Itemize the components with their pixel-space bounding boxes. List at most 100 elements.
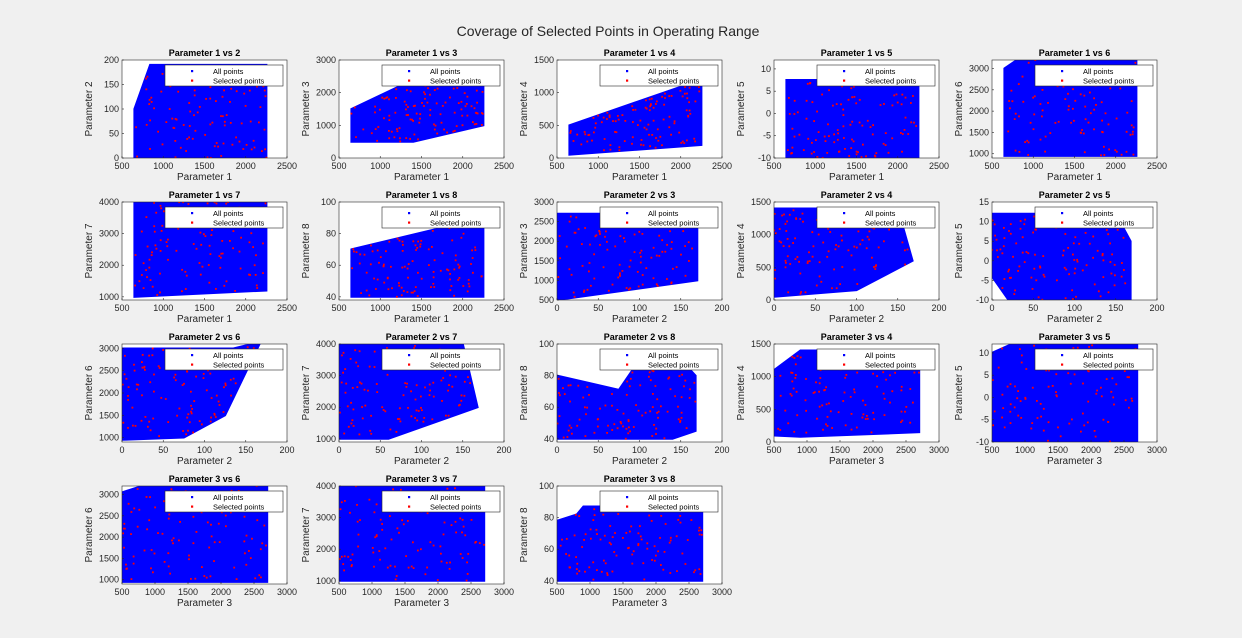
- selected-point: [443, 521, 446, 524]
- selected-point: [223, 284, 226, 287]
- selected-point: [158, 367, 161, 369]
- selected-point: [243, 540, 246, 543]
- selected-point: [265, 544, 267, 547]
- selected-point: [597, 114, 599, 117]
- y-axis-label: Parameter 8: [519, 507, 530, 562]
- selected-point: [155, 247, 158, 250]
- selected-point: [784, 223, 787, 225]
- selected-point: [825, 386, 827, 389]
- selected-point: [858, 121, 861, 124]
- selected-point: [187, 203, 190, 205]
- legend-marker-selected-points: [191, 79, 194, 82]
- selected-point: [167, 552, 170, 555]
- selected-point: [637, 285, 640, 288]
- selected-point: [608, 114, 611, 117]
- x-tick-label: 500: [331, 303, 346, 313]
- selected-point: [793, 113, 796, 115]
- selected-point: [669, 536, 672, 539]
- selected-point: [1103, 154, 1106, 156]
- selected-point: [454, 487, 456, 490]
- selected-point: [446, 268, 448, 271]
- selected-point: [606, 111, 609, 114]
- selected-point: [239, 267, 242, 270]
- selected-point: [342, 563, 345, 565]
- selected-point: [404, 382, 407, 384]
- selected-point: [627, 420, 630, 423]
- selected-point: [355, 361, 358, 364]
- selected-point: [355, 486, 357, 488]
- selected-point: [687, 114, 689, 117]
- legend-label-selected-points: Selected points: [648, 503, 700, 512]
- selected-point: [182, 202, 184, 204]
- axes-box: [773, 201, 940, 301]
- selected-point: [375, 383, 378, 385]
- selected-point: [374, 536, 377, 539]
- selected-point: [661, 95, 663, 98]
- selected-point: [583, 291, 585, 293]
- selected-point: [610, 543, 612, 546]
- selected-point: [426, 512, 429, 515]
- selected-point: [676, 570, 678, 572]
- selected-point: [831, 287, 833, 290]
- selected-point: [148, 420, 151, 423]
- selected-point: [907, 133, 910, 135]
- x-tick-label: 2500: [712, 161, 732, 171]
- selected-point: [1032, 231, 1034, 234]
- selected-point: [363, 253, 366, 256]
- selected-point: [417, 240, 419, 243]
- selected-point: [1087, 370, 1090, 373]
- selected-point: [864, 404, 867, 406]
- selected-point: [623, 140, 626, 142]
- selected-point: [651, 406, 654, 408]
- selected-point: [796, 111, 799, 114]
- legend-box: [816, 206, 936, 229]
- selected-point: [684, 86, 686, 88]
- selected-point: [1114, 149, 1117, 152]
- selected-point: [220, 115, 222, 117]
- selected-point: [141, 354, 144, 356]
- selected-point: [866, 119, 869, 122]
- selected-point: [818, 382, 821, 385]
- selected-point: [230, 87, 233, 90]
- selected-point: [440, 379, 443, 382]
- selected-point: [386, 373, 389, 376]
- selected-point: [188, 125, 191, 127]
- selected-point: [383, 263, 385, 266]
- selected-point: [207, 264, 210, 266]
- selected-point: [783, 213, 785, 216]
- selected-point: [170, 488, 173, 491]
- selected-point: [1072, 298, 1074, 300]
- selected-point: [655, 137, 657, 139]
- subplot-title: Parameter 2 vs 3: [604, 190, 676, 200]
- selected-point: [774, 277, 776, 280]
- selected-point: [891, 104, 894, 107]
- selected-point: [818, 390, 820, 393]
- selected-point: [397, 418, 399, 420]
- selected-point: [467, 376, 469, 378]
- selected-point: [193, 89, 196, 92]
- selected-point: [628, 385, 631, 388]
- selected-point: [808, 260, 811, 262]
- selected-point: [840, 234, 843, 237]
- selected-point: [1039, 138, 1042, 141]
- subplot: 500 1000 1500 2000 2500 3000-10-50510Paramete…: [954, 332, 1167, 467]
- legend-label-all-points: All points: [1083, 67, 1114, 76]
- legend-box: [816, 348, 936, 371]
- selected-point: [891, 137, 894, 140]
- y-tick-label: 40: [544, 576, 554, 586]
- selected-point: [618, 263, 621, 266]
- selected-point: [244, 105, 247, 107]
- selected-point: [350, 565, 353, 568]
- selected-point: [407, 566, 410, 569]
- selected-point: [466, 290, 469, 293]
- selected-point: [449, 289, 452, 292]
- selected-point: [352, 408, 355, 411]
- selected-point: [800, 291, 802, 293]
- selected-point: [1057, 120, 1060, 123]
- selected-point: [222, 411, 225, 413]
- selected-point: [1035, 279, 1038, 282]
- selected-point: [662, 568, 665, 571]
- selected-point: [369, 263, 372, 266]
- selected-point: [779, 394, 782, 397]
- selected-point: [806, 260, 809, 263]
